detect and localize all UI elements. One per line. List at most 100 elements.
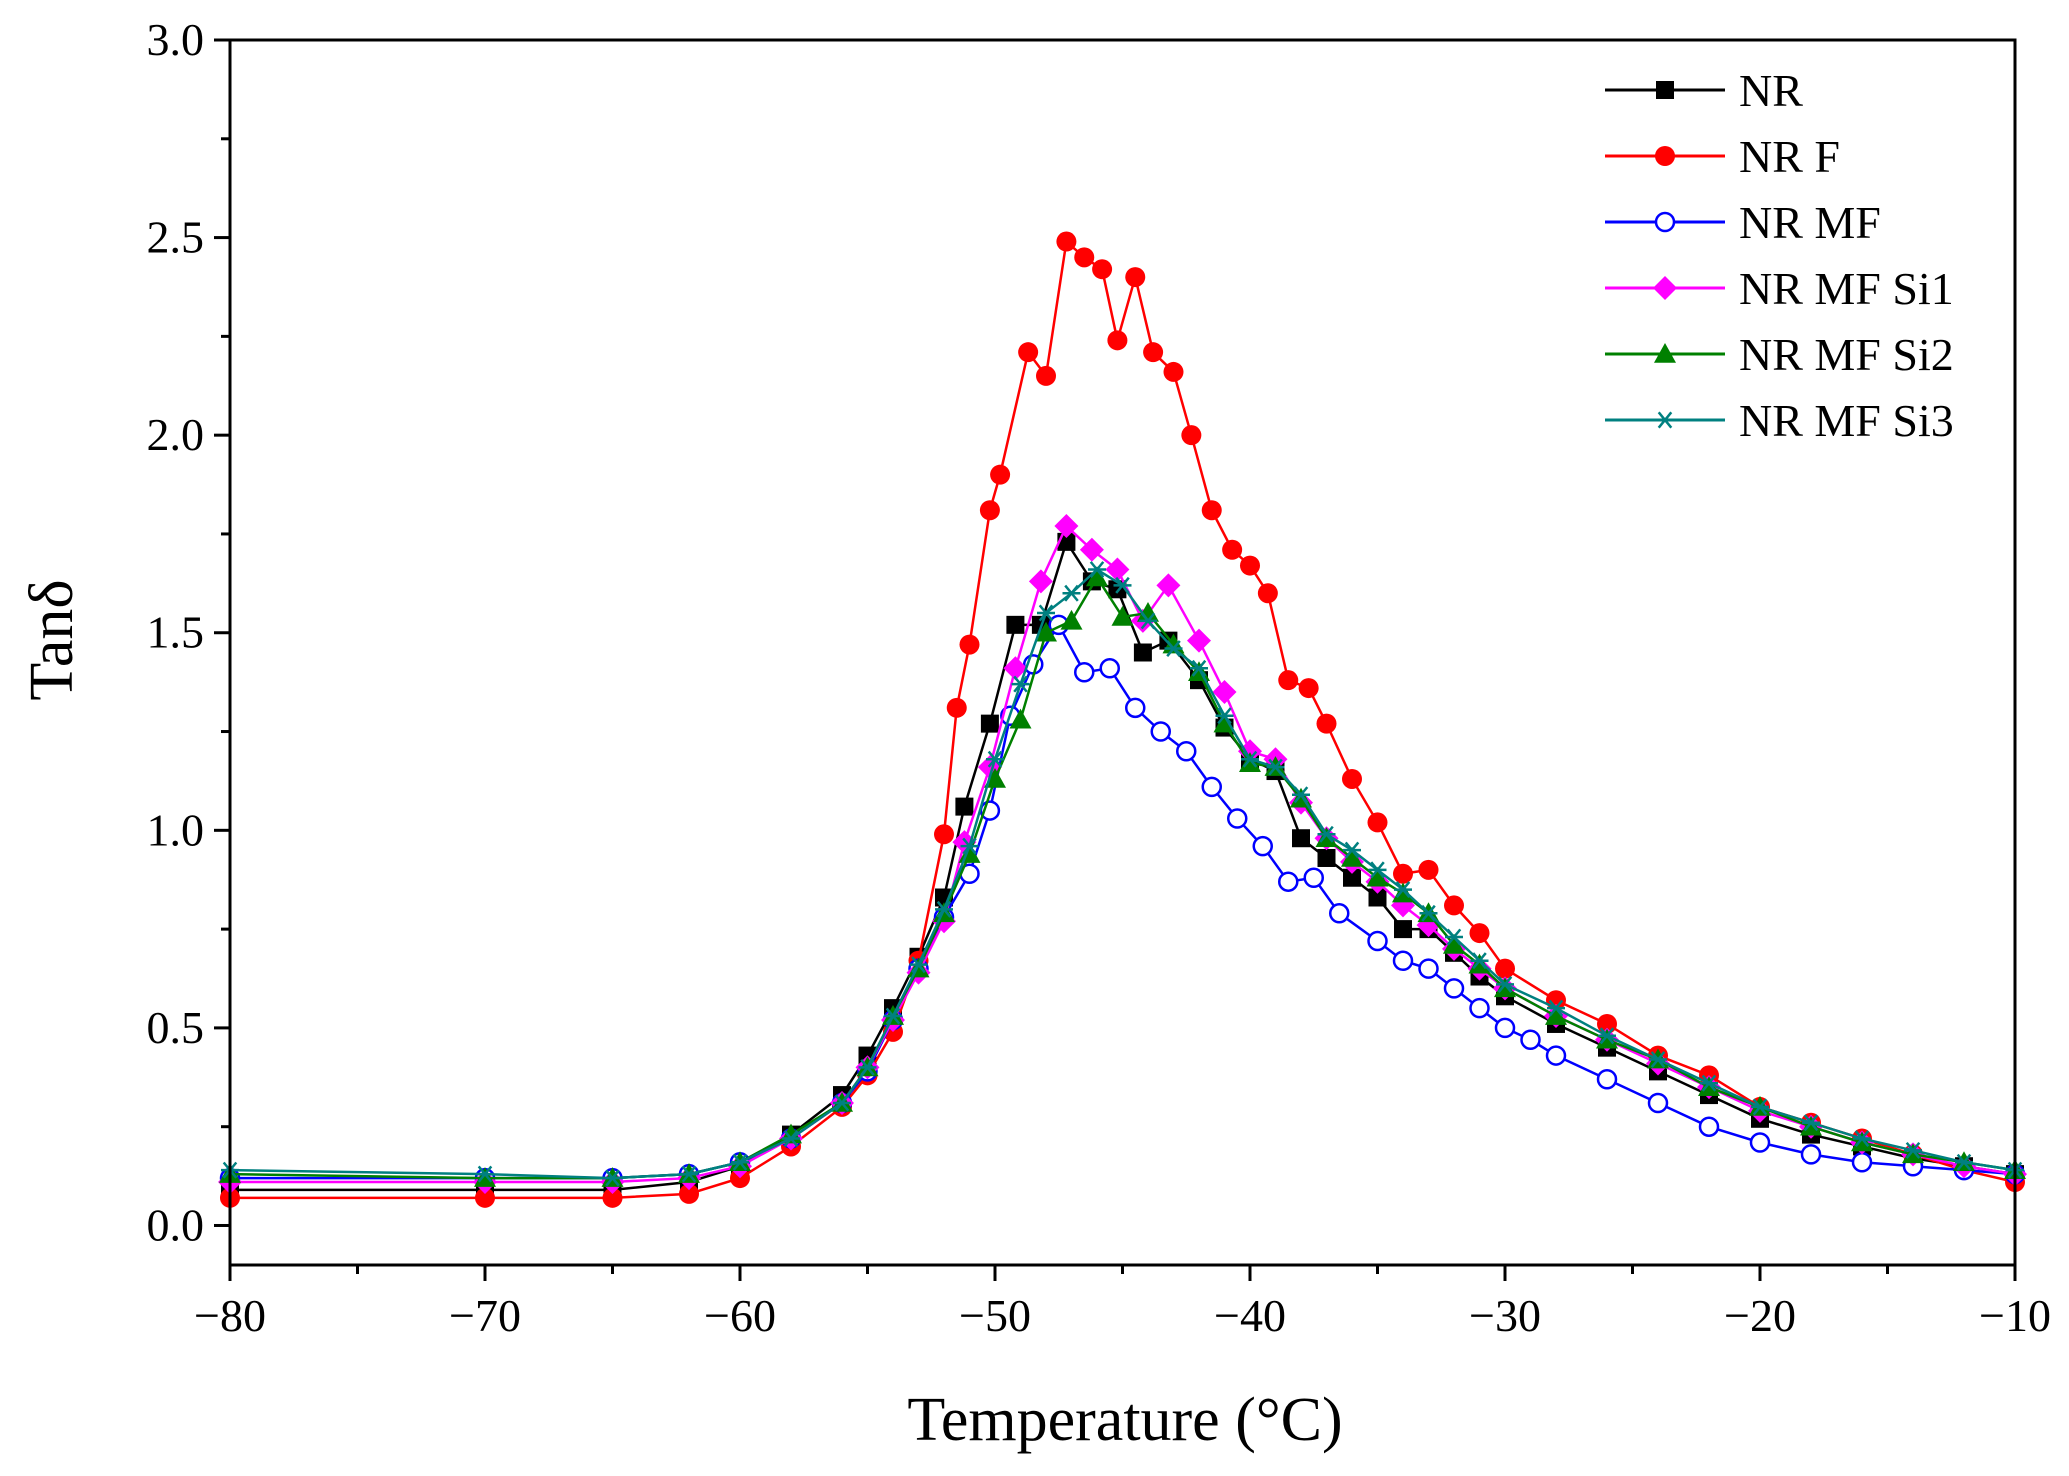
data-point-nr-f: [934, 824, 954, 845]
data-point-nr-mf-si3: [1547, 999, 1565, 1017]
data-point-nr-mf-si3: [680, 1165, 698, 1183]
data-point-nr-mf: [1329, 903, 1350, 924]
asterisk-stroke: [1548, 999, 1564, 1017]
legend-item-nr-mf-si2: NR MF Si2: [1605, 329, 1954, 380]
data-point-nr-mf-si1: [1079, 537, 1104, 562]
asterisk-stroke: [1191, 659, 1207, 677]
data-point-nr-mf: [1201, 776, 1222, 798]
data-point-nr-mf-si3: [884, 1007, 902, 1025]
data-point-nr-f: [1240, 555, 1260, 576]
legend-item-nr-f: NR F: [1605, 131, 1840, 182]
data-point-nr-f: [1257, 583, 1278, 604]
x-tick-label: −70: [449, 1290, 521, 1341]
data-point-nr-mf-si3: [960, 837, 979, 855]
data-point-nr: [1368, 888, 1387, 907]
asterisk-stroke: [1089, 561, 1105, 578]
legend-marker: [1654, 211, 1676, 233]
data-point-nr-mf-si3: [1802, 1114, 1820, 1132]
data-point-nr-f: [1444, 895, 1464, 916]
legend-marker: [1656, 411, 1674, 429]
data-point-nr-mf-si2: [1366, 866, 1389, 887]
data-point-nr-mf-si3: [1011, 675, 1030, 693]
data-point-nr-mf: [1150, 721, 1171, 742]
data-point-nr-mf-si3: [858, 1058, 877, 1076]
data-point-nr-mf-si3: [1649, 1051, 1667, 1068]
data-point-nr-f: [1495, 958, 1515, 979]
asterisk-stroke: [1013, 675, 1028, 693]
asterisk-stroke: [936, 900, 952, 918]
asterisk-stroke: [911, 956, 926, 974]
legend-label: NR F: [1739, 131, 1840, 182]
data-point-nr-mf-si3: [1445, 928, 1463, 946]
asterisk-stroke: [783, 1130, 799, 1147]
data-point-nr-mf: [1392, 950, 1414, 971]
data-point-nr-f: [1393, 863, 1413, 884]
data-point-nr-mf-si3: [782, 1130, 800, 1147]
data-point-nr-mf: [1074, 662, 1095, 683]
data-point-nr-f: [1342, 768, 1362, 789]
data-point-nr-mf-si3: [1164, 640, 1183, 657]
data-point-nr-mf-si3: [1062, 584, 1081, 602]
asterisk-stroke: [1803, 1114, 1819, 1132]
data-point-nr-mf-si3: [833, 1094, 851, 1112]
data-point-nr-f: [979, 500, 1000, 521]
y-tick-label: 3.0: [147, 14, 205, 65]
data-point-nr-mf: [1545, 1045, 1567, 1066]
data-point-nr-f: [1092, 259, 1113, 280]
asterisk-stroke: [1657, 411, 1673, 429]
data-point-nr-mf: [1125, 697, 1146, 719]
data-point-nr-mf: [1647, 1092, 1669, 1114]
data-point-nr: [1394, 920, 1412, 939]
y-tick-label: 0.0: [147, 1199, 205, 1250]
asterisk-stroke: [1166, 640, 1181, 657]
data-point-nr-mf: [1303, 867, 1324, 888]
data-point-nr-f: [602, 1187, 623, 1208]
data-point-nr-mf-si3: [476, 1165, 494, 1183]
data-point-nr-mf: [1278, 871, 1299, 892]
data-point-nr: [1006, 615, 1025, 634]
data-point-nr-f: [990, 464, 1011, 485]
asterisk-stroke: [1472, 952, 1487, 970]
data-point-nr-f: [946, 697, 967, 718]
data-point-nr-mf-si3: [1470, 952, 1489, 970]
y-axis-title: Tanδ: [18, 579, 86, 700]
data-point-nr-mf-si2: [1009, 708, 1032, 729]
data-point-nr-f: [679, 1183, 699, 1204]
legend-label: NR MF: [1739, 197, 1881, 248]
x-axis: −80 −70 −60 −50 −40 −30 −20 −10: [194, 1265, 2051, 1341]
asterisk-stroke: [1242, 750, 1258, 768]
data-point-nr-mf-si3: [1368, 861, 1387, 879]
data-point-nr-mf: [1698, 1116, 1720, 1137]
asterisk-stroke: [1395, 881, 1411, 899]
asterisk-stroke: [885, 1007, 901, 1025]
legend-marker: [1654, 343, 1676, 363]
data-point-nr-f: [959, 634, 980, 655]
asterisk-stroke: [681, 1165, 697, 1183]
data-point-nr-mf-si1: [1054, 514, 1079, 539]
data-point-nr-f: [1278, 670, 1299, 691]
data-point-nr-mf: [1099, 658, 1120, 679]
data-point-nr-mf-si2: [1086, 566, 1108, 587]
data-point-nr-mf-si3: [603, 1169, 622, 1187]
data-point-nr-mf-si3: [1598, 1027, 1616, 1045]
data-point-nr-mf-si3: [1190, 659, 1208, 677]
data-point-nr-f: [1469, 923, 1490, 944]
data-point-nr-f: [1074, 247, 1095, 268]
data-point-nr-mf-si2: [1443, 933, 1465, 954]
legend: NR NR F NR MF NR MF Si1 NR MF Si2 NR MF Si3: [1605, 65, 1954, 446]
asterisk-stroke: [1421, 904, 1436, 922]
y-tick-label: 2.5: [147, 212, 205, 263]
asterisk-stroke: [1701, 1074, 1717, 1092]
data-point-nr-mf: [1520, 1029, 1541, 1051]
data-point-nr-mf-si3: [1751, 1098, 1769, 1116]
data-point-nr-mf-si2: [1035, 621, 1057, 642]
data-point-nr-mf-si2: [1545, 1005, 1567, 1025]
data-point-nr-mf-si3: [731, 1153, 749, 1171]
legend-marker: [1655, 146, 1675, 166]
data-point-nr-mf-si3: [1700, 1074, 1718, 1092]
asterisk-stroke: [1217, 707, 1232, 725]
x-tick-label: −30: [1469, 1290, 1541, 1341]
asterisk-stroke: [1650, 1051, 1666, 1068]
data-point-nr-mf: [1800, 1144, 1822, 1165]
x-tick-label: −50: [959, 1290, 1031, 1341]
